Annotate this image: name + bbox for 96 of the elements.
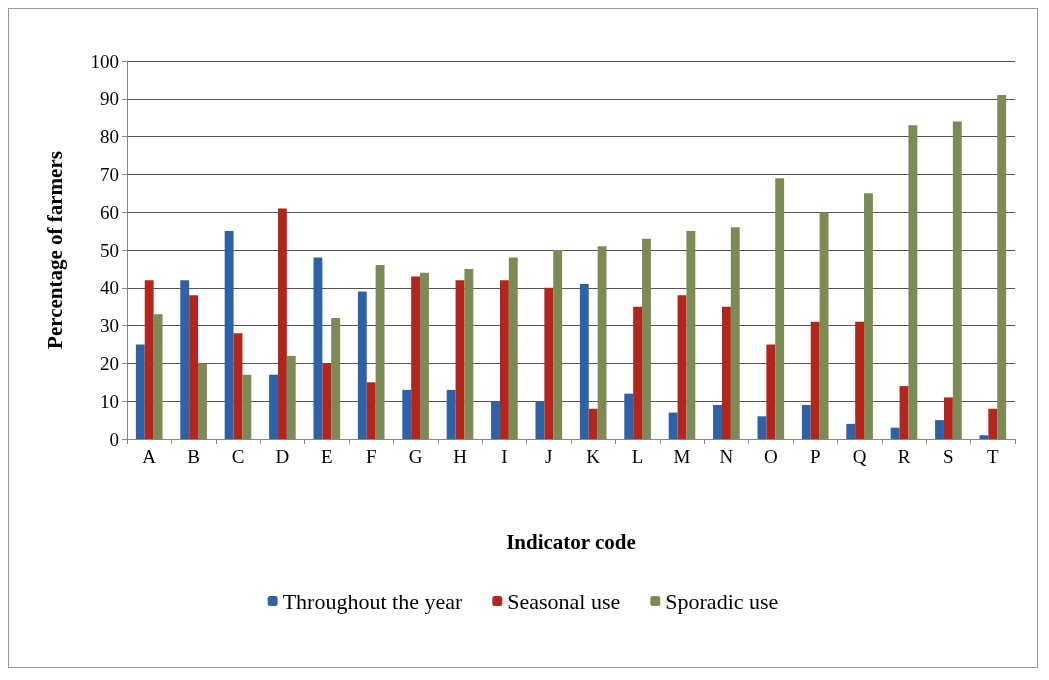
bar bbox=[189, 295, 199, 439]
bar bbox=[499, 280, 509, 439]
x-tick-label: F bbox=[365, 446, 377, 467]
bar bbox=[855, 321, 865, 439]
x-tick-label: M bbox=[673, 446, 691, 467]
bar bbox=[668, 412, 678, 439]
bar bbox=[597, 246, 607, 439]
y-tick-label: 50 bbox=[100, 239, 119, 261]
x-tick-label: K bbox=[586, 446, 601, 467]
x-tick-label: A bbox=[142, 446, 157, 467]
bar bbox=[890, 427, 900, 439]
x-tick-label: L bbox=[631, 446, 644, 467]
bar bbox=[624, 393, 634, 439]
y-tick-label: 0 bbox=[109, 428, 119, 450]
legend-label: Throughout the year bbox=[282, 588, 463, 614]
bar bbox=[579, 284, 589, 439]
bar bbox=[420, 272, 429, 439]
bar bbox=[313, 257, 323, 439]
bar bbox=[411, 276, 421, 439]
bar bbox=[988, 408, 998, 439]
y-tick-label: 30 bbox=[100, 315, 119, 337]
bar bbox=[491, 401, 500, 439]
x-tick-label: N bbox=[719, 446, 734, 467]
bar bbox=[757, 416, 767, 439]
bar bbox=[357, 291, 367, 439]
x-tick-label: Q bbox=[852, 446, 867, 467]
bar bbox=[952, 121, 962, 439]
x-tick-label: D bbox=[275, 446, 290, 467]
y-tick-label: 20 bbox=[100, 352, 119, 374]
bar bbox=[801, 404, 811, 439]
legend-label: Sporadic use bbox=[665, 588, 779, 614]
x-tick-label: T bbox=[987, 446, 999, 467]
bar bbox=[446, 389, 456, 439]
bar bbox=[544, 287, 554, 439]
bar bbox=[775, 178, 785, 439]
bar bbox=[535, 401, 545, 439]
x-tick-label: R bbox=[897, 446, 911, 467]
bar bbox=[464, 268, 474, 439]
bar bbox=[810, 321, 820, 439]
bar bbox=[553, 250, 563, 439]
y-tick-label: 60 bbox=[100, 201, 119, 223]
bar bbox=[819, 212, 829, 439]
bar bbox=[686, 231, 696, 439]
bar bbox=[588, 408, 598, 439]
x-tick-label: I bbox=[501, 446, 508, 467]
bar bbox=[899, 386, 909, 439]
x-tick-label: S bbox=[943, 446, 954, 467]
bar bbox=[766, 344, 776, 439]
y-tick-label: 80 bbox=[100, 126, 119, 148]
y-tick-label: 40 bbox=[100, 277, 119, 299]
legend-label: Seasonal use bbox=[507, 588, 621, 614]
x-tick-label: B bbox=[187, 446, 200, 467]
bar bbox=[508, 257, 518, 439]
bar bbox=[721, 306, 731, 439]
bar bbox=[286, 355, 296, 439]
bar bbox=[153, 314, 163, 439]
x-tick-label: J bbox=[545, 446, 553, 467]
bar bbox=[642, 238, 651, 439]
x-tick-label: P bbox=[809, 446, 821, 467]
bar bbox=[242, 374, 252, 439]
bar bbox=[224, 231, 234, 439]
x-axis-title: Indicator code bbox=[506, 529, 636, 554]
bar bbox=[943, 397, 953, 439]
bar bbox=[997, 95, 1007, 439]
y-tick-label: 10 bbox=[100, 390, 119, 412]
bar bbox=[233, 333, 243, 439]
y-tick-label: 90 bbox=[100, 88, 119, 110]
bar bbox=[402, 389, 412, 439]
bar bbox=[677, 295, 687, 439]
x-tick-label: E bbox=[321, 446, 333, 467]
bar bbox=[135, 344, 145, 439]
bar bbox=[864, 193, 873, 439]
x-tick-label: C bbox=[231, 446, 245, 467]
y-axis-title: Percentage of farmers bbox=[42, 151, 67, 349]
bar bbox=[935, 420, 944, 439]
bar bbox=[979, 435, 989, 439]
bar bbox=[730, 227, 740, 439]
bar bbox=[198, 363, 207, 439]
bar bbox=[846, 423, 856, 439]
x-tick-label: G bbox=[408, 446, 423, 467]
bar bbox=[144, 280, 154, 439]
x-tick-label: H bbox=[453, 446, 468, 467]
bar bbox=[375, 265, 385, 439]
x-tick-label: O bbox=[763, 446, 778, 467]
bar bbox=[455, 280, 465, 439]
y-tick-label: 100 bbox=[90, 50, 119, 72]
bar bbox=[331, 318, 341, 439]
bar bbox=[908, 125, 918, 439]
bar bbox=[269, 374, 278, 439]
bar bbox=[180, 280, 190, 439]
bar bbox=[322, 363, 332, 439]
bar bbox=[633, 306, 643, 439]
bar bbox=[277, 208, 287, 439]
y-tick-label: 70 bbox=[100, 163, 119, 185]
bar bbox=[713, 404, 722, 439]
bar bbox=[366, 382, 376, 439]
